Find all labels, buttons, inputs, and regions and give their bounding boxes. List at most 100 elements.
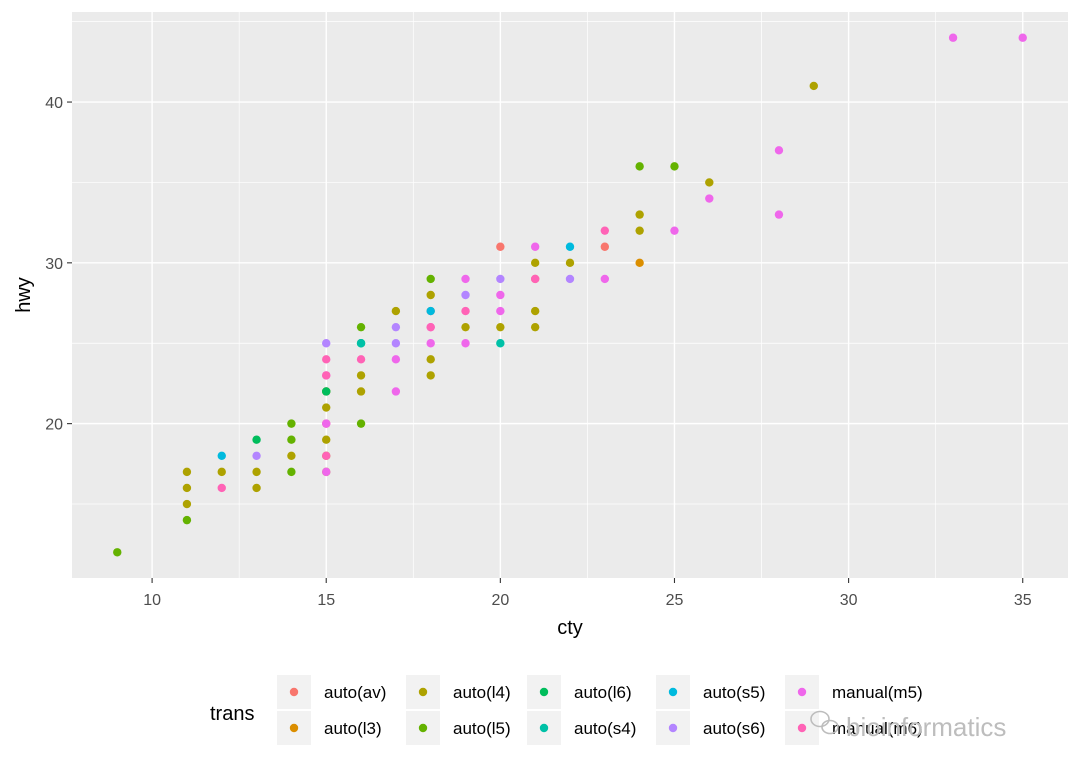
data-point	[496, 339, 505, 348]
legend-swatch	[797, 687, 807, 697]
x-tick-label: 25	[666, 592, 684, 609]
wechat-icon	[810, 710, 839, 735]
data-point	[461, 274, 470, 284]
data-point	[565, 274, 575, 284]
watermark: bioinformatics	[810, 710, 1006, 742]
data-point	[356, 371, 366, 380]
data-point	[426, 290, 435, 300]
x-axis-title: cty	[557, 617, 583, 639]
legend-swatch	[668, 723, 678, 733]
legend-label: auto(s6)	[703, 719, 765, 738]
data-point	[670, 162, 679, 171]
legend-label: manual(m5)	[832, 683, 923, 702]
data-point	[565, 258, 575, 268]
data-point	[391, 387, 401, 396]
data-point	[322, 451, 331, 460]
data-points	[113, 33, 1027, 557]
legend-swatch	[418, 687, 428, 697]
data-point	[635, 162, 644, 171]
data-point	[635, 210, 644, 219]
data-point	[496, 274, 505, 284]
x-tick-label: 10	[143, 592, 161, 609]
data-point	[461, 306, 470, 316]
watermark-text: bioinformatics	[846, 712, 1006, 742]
data-point	[182, 515, 192, 525]
legend-swatch	[797, 723, 807, 733]
legend-label: auto(l6)	[574, 683, 632, 702]
data-point	[287, 467, 296, 477]
data-point	[252, 451, 261, 460]
legend-title: trans	[210, 703, 254, 725]
data-point	[774, 146, 784, 155]
data-point	[635, 226, 644, 235]
data-point	[322, 387, 331, 396]
data-point	[461, 339, 470, 348]
data-point	[496, 242, 505, 251]
data-point	[356, 355, 366, 364]
data-point	[530, 242, 540, 251]
y-tick-label: 20	[45, 417, 63, 434]
x-tick-label: 30	[840, 592, 858, 609]
data-point	[322, 467, 331, 477]
data-point	[600, 226, 610, 235]
data-point	[496, 322, 505, 332]
data-point	[705, 178, 714, 187]
data-point	[217, 451, 226, 460]
data-point	[356, 322, 366, 332]
x-tick-label: 20	[491, 592, 509, 609]
x-axis: 10 15 20 25 30 35	[143, 578, 1032, 609]
data-point	[461, 322, 470, 332]
legend-label: auto(l5)	[453, 719, 511, 738]
data-point	[356, 387, 366, 396]
data-point	[461, 290, 470, 300]
data-point	[426, 339, 435, 348]
major-gridlines	[72, 12, 1068, 578]
legend-label: auto(l4)	[453, 683, 511, 702]
data-point	[322, 419, 331, 428]
data-point	[356, 419, 366, 428]
data-point	[809, 81, 818, 91]
data-point	[391, 355, 401, 364]
data-point	[391, 322, 401, 332]
data-point	[496, 290, 505, 300]
legend-swatch	[289, 723, 299, 733]
data-point	[635, 258, 644, 268]
plot-panel	[72, 12, 1068, 578]
data-point	[948, 33, 958, 42]
data-point	[182, 467, 192, 477]
legend-swatch	[289, 687, 299, 697]
data-point	[322, 403, 331, 412]
data-point	[530, 274, 540, 284]
data-point	[356, 339, 366, 348]
y-axis-title: hwy	[13, 277, 35, 313]
data-point	[322, 339, 331, 348]
legend: auto(av) auto(l3) auto(l4) auto(l5) auto(l6)…	[277, 675, 923, 745]
data-point	[530, 258, 540, 268]
data-point	[322, 371, 331, 380]
legend-label: auto(av)	[324, 683, 386, 702]
x-tick-label: 35	[1014, 592, 1032, 609]
data-point	[600, 242, 610, 251]
y-tick-label: 40	[45, 95, 63, 112]
data-point	[217, 483, 226, 493]
data-point	[565, 242, 575, 251]
data-point	[217, 467, 226, 477]
data-point	[252, 483, 261, 493]
data-point	[287, 435, 296, 444]
data-point	[670, 226, 679, 235]
data-point	[1018, 33, 1027, 42]
data-point	[182, 499, 192, 509]
data-point	[322, 355, 331, 364]
legend-label: auto(s4)	[574, 719, 636, 738]
legend-swatch	[418, 723, 428, 733]
legend-swatch	[668, 687, 678, 697]
data-point	[426, 306, 435, 316]
legend-label: auto(s5)	[703, 683, 765, 702]
legend-swatch	[539, 687, 549, 697]
data-point	[252, 435, 261, 444]
data-point	[287, 419, 296, 428]
x-tick-label: 15	[317, 592, 335, 609]
data-point	[426, 355, 435, 364]
data-point	[113, 548, 122, 557]
